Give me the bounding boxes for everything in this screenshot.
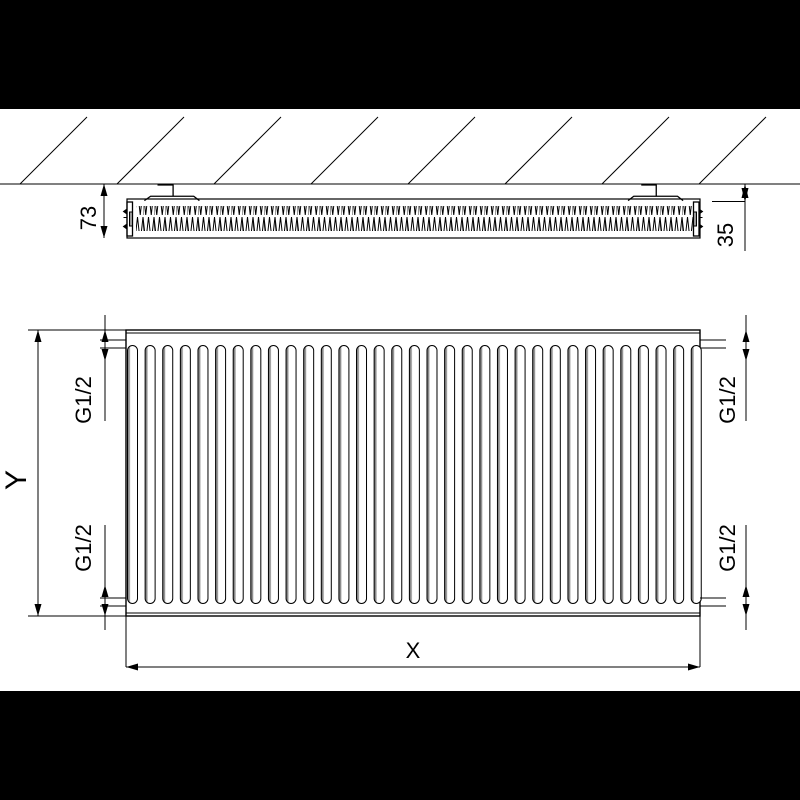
svg-text:G1/2: G1/2 [715, 524, 740, 572]
svg-text:Y: Y [0, 470, 33, 490]
svg-text:35: 35 [713, 223, 738, 247]
svg-text:G1/2: G1/2 [715, 376, 740, 424]
svg-text:G1/2: G1/2 [71, 376, 96, 424]
svg-text:73: 73 [76, 206, 101, 230]
svg-text:G1/2: G1/2 [71, 524, 96, 572]
svg-text:X: X [406, 638, 421, 663]
